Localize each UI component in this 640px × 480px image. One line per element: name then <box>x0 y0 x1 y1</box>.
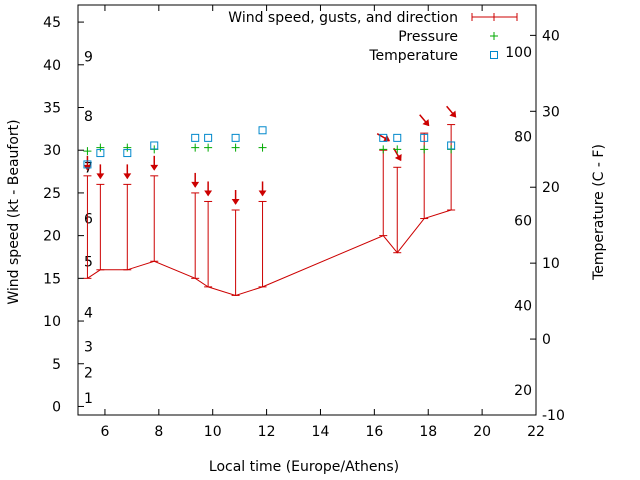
pressure-point <box>420 145 429 154</box>
temperature-point <box>150 141 159 150</box>
pressure-point <box>83 147 92 156</box>
y-tick-label: 35 <box>43 101 61 117</box>
legend: Wind speed, gusts, and direction Pressur… <box>228 10 518 64</box>
beaufort-label: 8 <box>84 109 93 125</box>
x-tick-label: 20 <box>473 424 491 440</box>
temperature-point <box>191 133 200 142</box>
y2-tick-label: -10 <box>542 408 565 424</box>
pressure-point <box>191 143 200 152</box>
wind-direction-arrowhead <box>191 181 200 188</box>
beaufort-label: 5 <box>84 254 93 270</box>
wind-direction-arrowhead <box>96 173 105 180</box>
pressure-point <box>258 143 267 152</box>
wind-direction-arrowhead <box>449 110 457 118</box>
y-tick-label: 40 <box>43 58 61 74</box>
temperature-point <box>83 160 92 169</box>
pressure-point <box>204 143 213 152</box>
y-tick-label: 20 <box>43 229 61 245</box>
legend-pressure-label: Pressure <box>398 29 458 45</box>
wind-direction-arrowhead <box>422 119 430 127</box>
chart-marks <box>83 105 457 296</box>
legend-temperature-sample <box>490 51 498 59</box>
left-axis-title: Wind speed (kt - Beaufort) <box>6 119 22 304</box>
x-tick-label: 6 <box>100 424 109 440</box>
y2-tick-label: 10 <box>542 256 560 272</box>
y-tick-label: 0 <box>52 399 61 415</box>
x-tick-label: 14 <box>312 424 330 440</box>
wind-direction-arrowhead <box>258 190 267 197</box>
beaufort-label: 3 <box>84 340 93 356</box>
x-tick-label: 12 <box>258 424 276 440</box>
plot-border <box>77 4 537 416</box>
x-tick-label: 8 <box>154 424 163 440</box>
x-tick-label: 16 <box>365 424 383 440</box>
temperature-point <box>204 133 213 142</box>
legend-temperature-label: Temperature <box>368 48 458 64</box>
wind-direction-arrowhead <box>204 190 213 197</box>
beaufort-label: 9 <box>84 49 93 65</box>
wind-speed-line <box>87 209 452 296</box>
y-tick-label: 15 <box>43 271 61 287</box>
x-tick-label: 10 <box>204 424 222 440</box>
y2-tick-label: 40 <box>542 28 560 44</box>
plot-frame <box>77 4 537 416</box>
y2-tick-label: 20 <box>542 180 560 196</box>
wind-direction-arrowhead <box>123 173 132 180</box>
y-tick-label: 45 <box>43 15 61 31</box>
y-tick-label: 25 <box>43 186 61 202</box>
temperature-point <box>379 133 388 142</box>
legend-pressure-sample <box>490 32 498 40</box>
pressure-point <box>96 143 105 152</box>
temperature-point <box>96 149 105 158</box>
beaufort-label: 6 <box>84 212 93 228</box>
beaufort-label: 2 <box>84 365 93 381</box>
beaufort-label: 1 <box>84 391 93 407</box>
temperature-point <box>123 149 132 158</box>
temperature-point <box>231 133 240 142</box>
fahrenheit-label: 40 <box>514 299 532 315</box>
right-axis-title: Temperature (C - F) <box>591 144 607 281</box>
pressure-point <box>379 145 388 154</box>
wind-direction-arrowhead <box>150 164 159 171</box>
temperature-point <box>420 133 429 142</box>
axes: Local time (Europe/Athens) Wind speed (k… <box>6 5 607 475</box>
x-tick-label: 18 <box>419 424 437 440</box>
temperature-point <box>447 141 456 150</box>
x-tick-label: 22 <box>527 424 545 440</box>
fahrenheit-label: 100 <box>505 45 532 61</box>
y-tick-label: 10 <box>43 314 61 330</box>
wind-direction-arrowhead <box>394 154 402 162</box>
legend-wind-label: Wind speed, gusts, and direction <box>228 10 458 26</box>
fahrenheit-label: 80 <box>514 129 532 145</box>
wind-direction-arrowhead <box>231 199 240 205</box>
beaufort-label: 4 <box>84 306 93 322</box>
y-tick-label: 5 <box>52 357 61 373</box>
fahrenheit-label: 60 <box>514 214 532 230</box>
fahrenheit-label: 20 <box>514 383 532 399</box>
pressure-point <box>123 143 132 152</box>
temperature-point <box>258 126 267 135</box>
y2-tick-label: 30 <box>542 104 560 120</box>
y2-tick-label: 0 <box>542 332 551 348</box>
pressure-point <box>231 143 240 152</box>
x-axis-title: Local time (Europe/Athens) <box>209 459 399 475</box>
pressure-point <box>393 145 402 154</box>
y-tick-label: 30 <box>43 143 61 159</box>
temperature-point <box>393 133 402 142</box>
